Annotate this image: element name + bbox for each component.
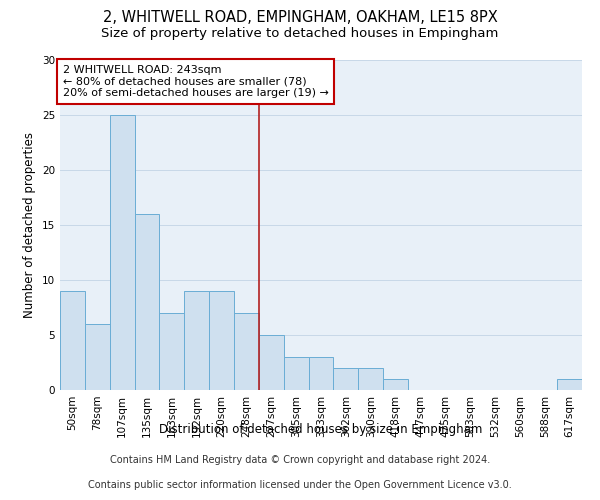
Bar (308, 357, 334, 390)
Bar (234, 313, 259, 390)
Bar (284, 357, 308, 390)
Bar (334, 368, 358, 390)
Bar (60, 291, 85, 390)
Text: 2 WHITWELL ROAD: 243sqm
← 80% of detached houses are smaller (78)
20% of semi-de: 2 WHITWELL ROAD: 243sqm ← 80% of detache… (62, 65, 328, 98)
Bar (160, 313, 184, 390)
Bar (358, 368, 383, 390)
Bar (184, 291, 209, 390)
Text: Contains public sector information licensed under the Open Government Licence v3: Contains public sector information licen… (88, 480, 512, 490)
Y-axis label: Number of detached properties: Number of detached properties (23, 132, 37, 318)
Bar (209, 291, 234, 390)
Text: Size of property relative to detached houses in Empingham: Size of property relative to detached ho… (101, 28, 499, 40)
Bar (110, 115, 134, 390)
Bar (134, 214, 160, 390)
Text: Distribution of detached houses by size in Empingham: Distribution of detached houses by size … (160, 422, 482, 436)
Bar (557, 379, 582, 390)
Text: Contains HM Land Registry data © Crown copyright and database right 2024.: Contains HM Land Registry data © Crown c… (110, 455, 490, 465)
Bar (259, 335, 284, 390)
Text: 2, WHITWELL ROAD, EMPINGHAM, OAKHAM, LE15 8PX: 2, WHITWELL ROAD, EMPINGHAM, OAKHAM, LE1… (103, 10, 497, 25)
Bar (383, 379, 408, 390)
Bar (85, 324, 110, 390)
